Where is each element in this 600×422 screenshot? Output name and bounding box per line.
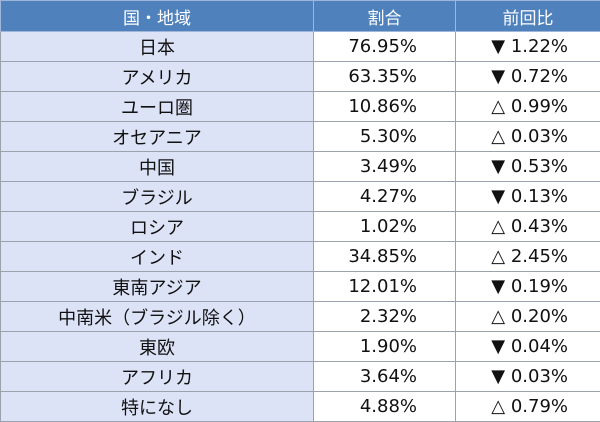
header-region: 国・地域 [1,1,314,32]
table-row: インド 34.85% △ 2.45% [1,242,600,272]
region-cell: 中南米（ブラジル除く） [1,302,314,332]
table-row: 中南米（ブラジル除く） 2.32% △ 0.20% [1,302,600,332]
region-cell: アフリカ [1,362,314,392]
change-cell: ▼ 0.13% [456,182,600,212]
share-cell: 76.95% [314,32,456,62]
header-share: 割合 [314,1,456,32]
share-cell: 4.27% [314,182,456,212]
share-cell: 3.64% [314,362,456,392]
share-cell: 10.86% [314,92,456,122]
table-row: 中国 3.49% ▼ 0.53% [1,152,600,182]
change-cell: △ 0.20% [456,302,600,332]
table-row: アフリカ 3.64% ▼ 0.03% [1,362,600,392]
change-cell: △ 0.03% [456,122,600,152]
header-change: 前回比 [456,1,600,32]
change-cell: ▼ 1.22% [456,32,600,62]
change-cell: △ 2.45% [456,242,600,272]
change-cell: △ 0.43% [456,212,600,242]
share-cell: 34.85% [314,242,456,272]
table-row: ユーロ圏 10.86% △ 0.99% [1,92,600,122]
region-cell: 東南アジア [1,272,314,302]
share-cell: 2.32% [314,302,456,332]
table-row: ブラジル 4.27% ▼ 0.13% [1,182,600,212]
share-cell: 12.01% [314,272,456,302]
region-cell: 中国 [1,152,314,182]
table-row: 東南アジア 12.01% ▼ 0.19% [1,272,600,302]
change-cell: ▼ 0.03% [456,362,600,392]
change-cell: △ 0.99% [456,92,600,122]
change-cell: ▼ 0.72% [456,62,600,92]
region-cell: 特になし [1,392,314,422]
change-cell: ▼ 0.04% [456,332,600,362]
table-row: ロシア 1.02% △ 0.43% [1,212,600,242]
change-cell: ▼ 0.19% [456,272,600,302]
share-cell: 1.02% [314,212,456,242]
region-cell: アメリカ [1,62,314,92]
change-cell: ▼ 0.53% [456,152,600,182]
share-cell: 3.49% [314,152,456,182]
region-cell: 東欧 [1,332,314,362]
table-row: 東欧 1.90% ▼ 0.04% [1,332,600,362]
share-cell: 4.88% [314,392,456,422]
share-cell: 1.90% [314,332,456,362]
table-row: オセアニア 5.30% △ 0.03% [1,122,600,152]
region-cell: ブラジル [1,182,314,212]
table-row: アメリカ 63.35% ▼ 0.72% [1,62,600,92]
region-cell: 日本 [1,32,314,62]
region-cell: ロシア [1,212,314,242]
table-row: 日本 76.95% ▼ 1.22% [1,32,600,62]
header-row: 国・地域 割合 前回比 [1,1,600,32]
change-cell: △ 0.79% [456,392,600,422]
share-cell: 5.30% [314,122,456,152]
share-cell: 63.35% [314,62,456,92]
region-cell: インド [1,242,314,272]
region-cell: ユーロ圏 [1,92,314,122]
table-row: 特になし 4.88% △ 0.79% [1,392,600,422]
region-cell: オセアニア [1,122,314,152]
